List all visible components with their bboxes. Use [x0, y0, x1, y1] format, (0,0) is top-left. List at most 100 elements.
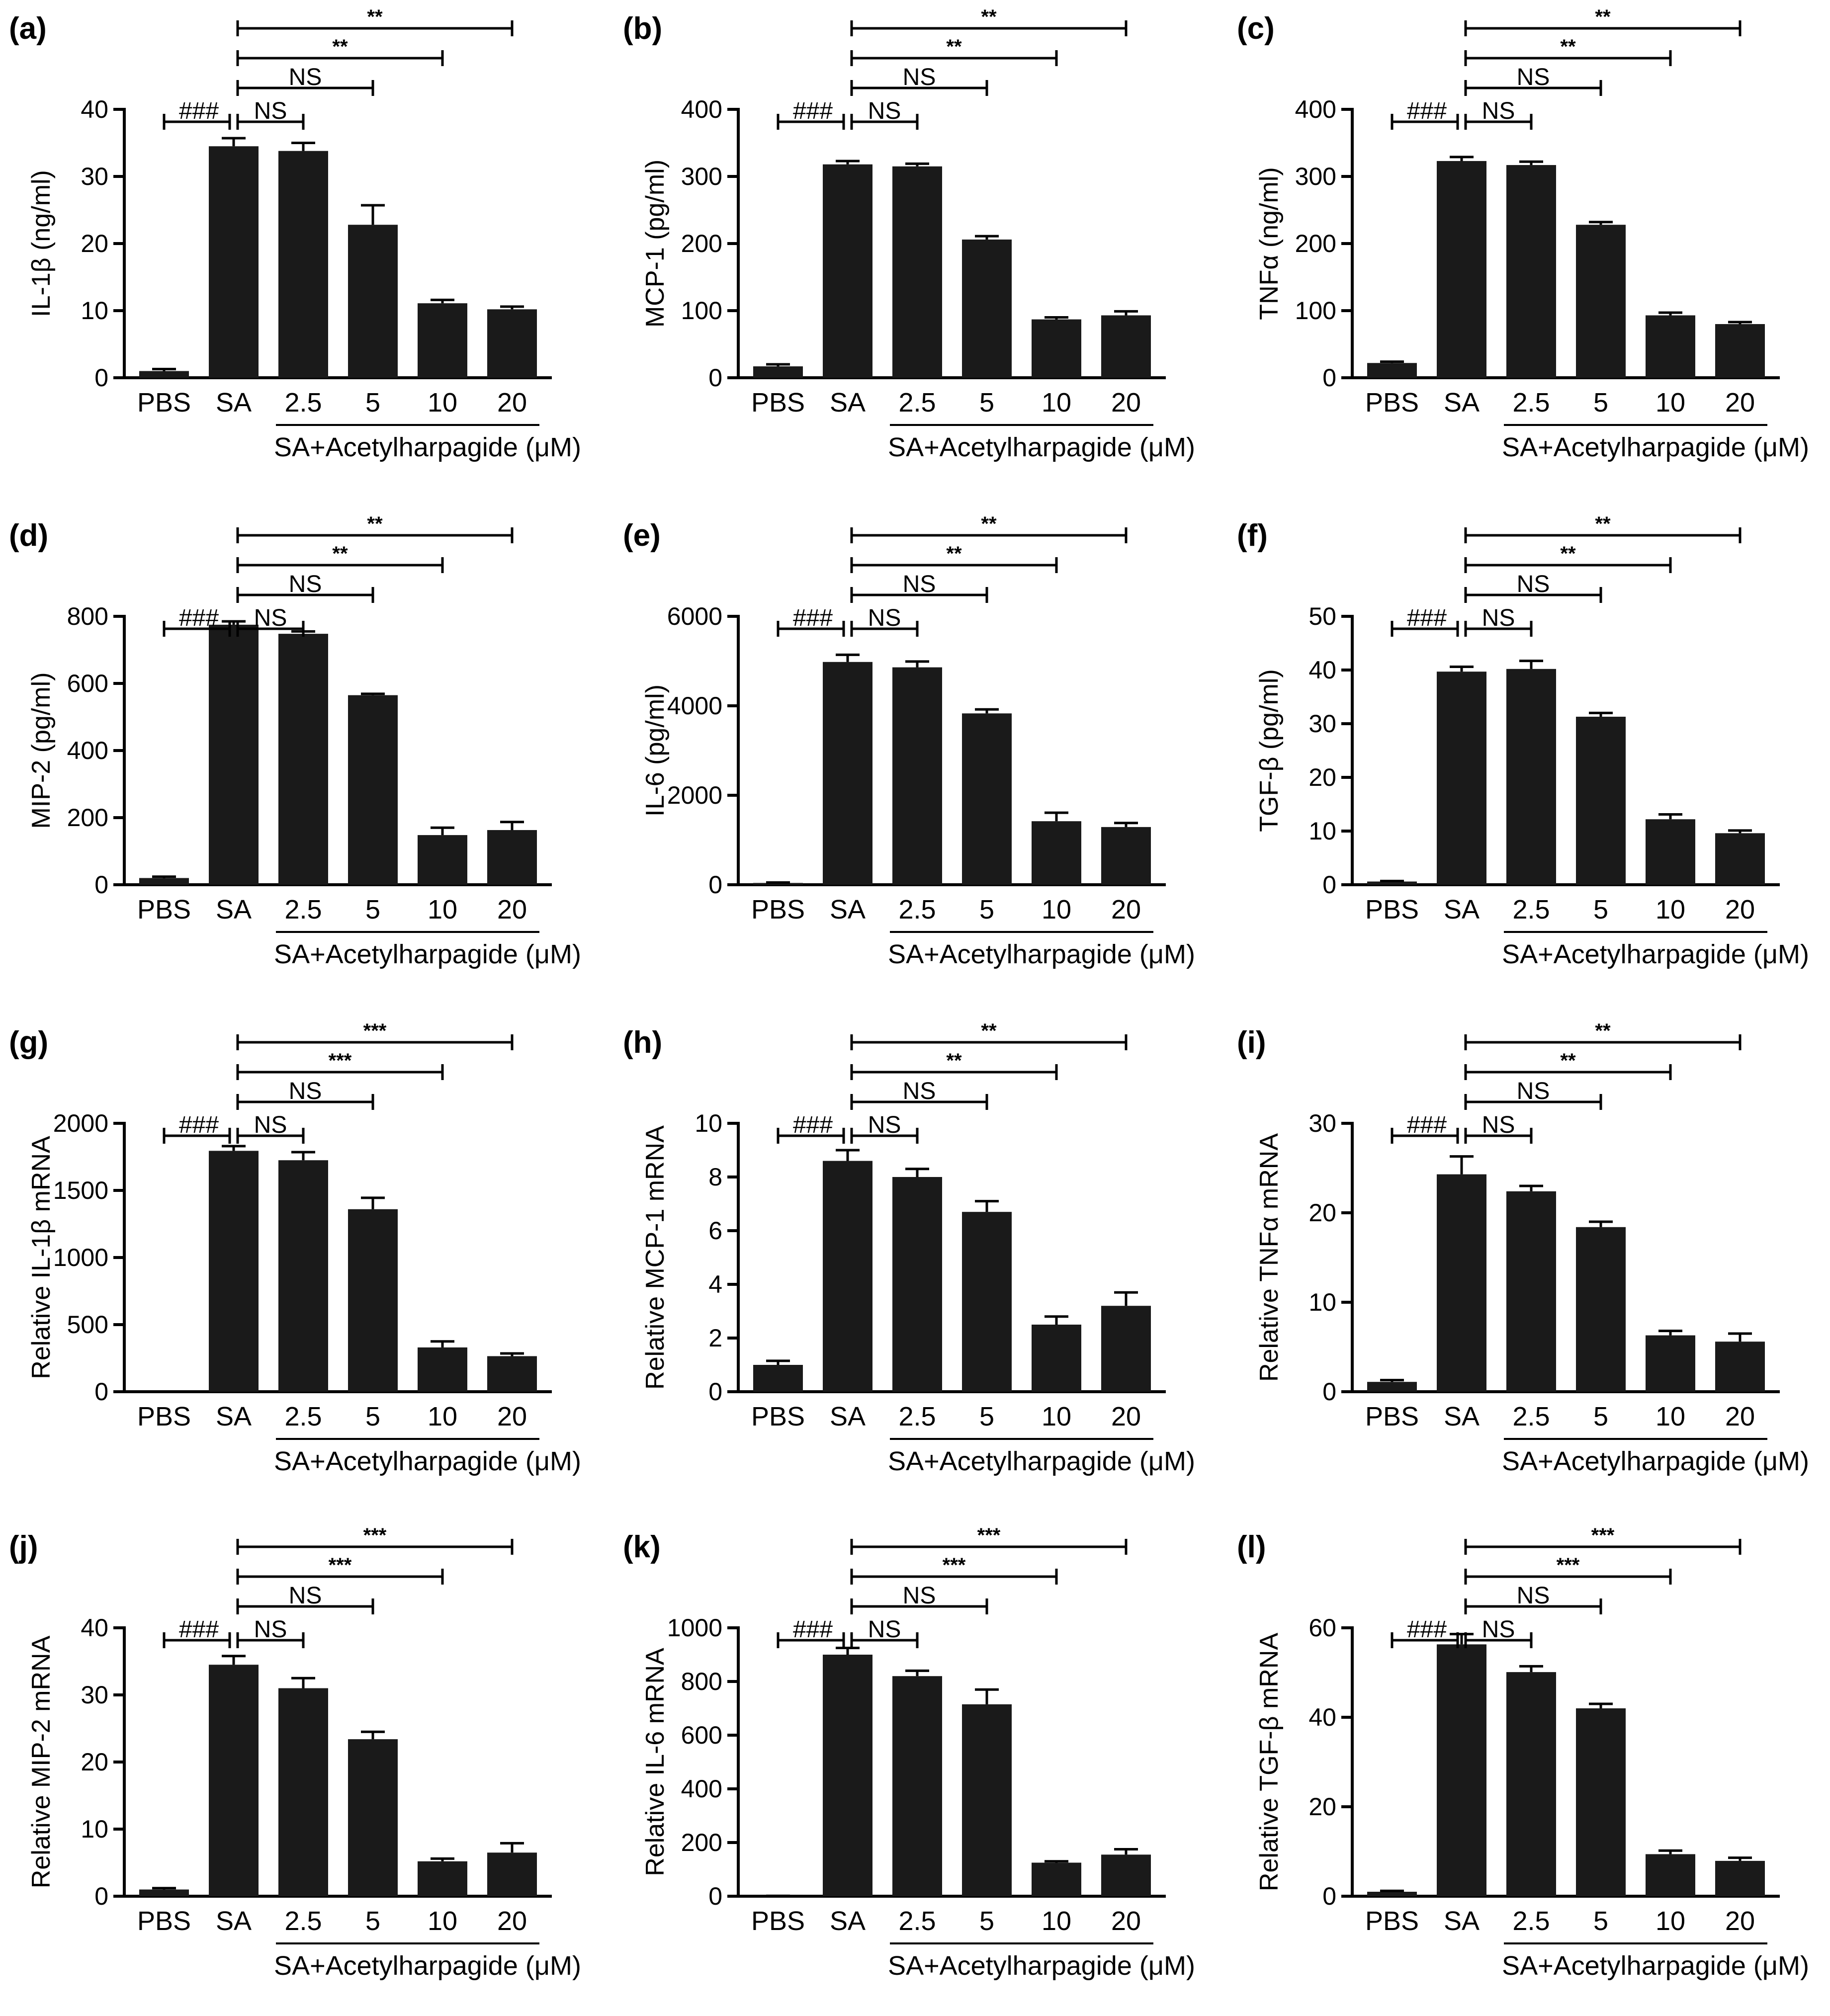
x-tick-label: SA — [216, 895, 252, 924]
y-tick-label: 600 — [681, 1721, 722, 1749]
sig-label: NS — [1517, 64, 1550, 90]
x-axis-label: SA+Acetylharpagide (μM) — [888, 1951, 1195, 1981]
bar-5 — [962, 1212, 1012, 1392]
y-tick-label: 1500 — [53, 1176, 108, 1204]
bar-5 — [962, 239, 1012, 378]
sig-label: *** — [329, 1554, 352, 1576]
y-tick-label: 200 — [67, 804, 108, 832]
x-tick-label: SA — [1444, 1906, 1480, 1936]
sig-label: ** — [981, 513, 997, 535]
sig-label: NS — [1482, 605, 1515, 631]
x-tick-label: 10 — [1656, 1402, 1685, 1431]
x-tick-label: PBS — [1365, 895, 1419, 924]
x-axis-label: SA+Acetylharpagide (μM) — [274, 939, 581, 969]
x-tick-label: 20 — [1725, 895, 1755, 924]
y-tick-label: 2 — [708, 1324, 722, 1352]
y-tick-label: 40 — [81, 95, 108, 123]
sig-label: NS — [868, 1112, 901, 1138]
y-tick-label: 60 — [1308, 1614, 1336, 1642]
panel-a: (a) 0 10 20 30 40 IL-1β (ng/ml) PBS SA 2.5 5 10 20 SA… — [9, 6, 581, 462]
bar-PBS — [139, 371, 189, 378]
bar-PBS — [753, 883, 803, 885]
x-tick-label: 20 — [1111, 388, 1141, 418]
bar-PBS — [1367, 1382, 1417, 1392]
x-tick-label: PBS — [1365, 1906, 1419, 1936]
x-tick-label: 5 — [1593, 895, 1608, 924]
y-tick-label: 0 — [1322, 1378, 1336, 1406]
panel-c: (c) 0 100 200 300 400 TNFα (ng/ml) PBS SA 2.5 5 10 2… — [1237, 6, 1809, 462]
x-tick-label: SA — [1444, 895, 1480, 924]
sig-label: *** — [943, 1554, 966, 1576]
bar-10 — [1646, 1854, 1695, 1896]
y-axis-label: Relative IL-1β mRNA — [27, 1136, 56, 1379]
bar-2.5 — [892, 667, 942, 885]
x-tick-label: 20 — [1111, 895, 1141, 924]
sig-label: NS — [254, 1112, 287, 1138]
sig-label: NS — [868, 605, 901, 631]
panel-f: (f) 0 10 20 30 40 50 TGF-β (pg/ml) PBS SA 2.5 5 10 20… — [1237, 513, 1809, 969]
bar-10 — [418, 835, 467, 885]
sig-label-hash: ### — [1407, 1112, 1447, 1138]
sig-label: ** — [946, 1050, 962, 1072]
y-tick-label: 0 — [1322, 364, 1336, 392]
x-tick-label: 5 — [1593, 1906, 1608, 1936]
sig-label: NS — [868, 98, 901, 124]
y-tick-label: 1000 — [667, 1614, 722, 1642]
x-tick-label: 2.5 — [1512, 388, 1550, 418]
bar-2.5 — [892, 1676, 942, 1896]
sig-label: NS — [254, 605, 287, 631]
panel-l: (l) 0 20 40 60 Relative TGF-β mRNA PBS SA 2.5 5 10… — [1237, 1524, 1809, 1981]
sig-label: NS — [1482, 1616, 1515, 1643]
sig-label: *** — [329, 1050, 352, 1072]
sig-label: ** — [332, 36, 348, 58]
x-tick-label: 20 — [1725, 388, 1755, 418]
x-tick-label: 20 — [1725, 1402, 1755, 1431]
panel-b: (b) 0 100 200 300 400 MCP-1 (pg/ml) PBS SA 2.5 5 10… — [623, 6, 1195, 462]
sig-label-hash: ### — [793, 1616, 833, 1643]
y-tick-label: 2000 — [53, 1109, 108, 1137]
panel-letter: (a) — [9, 11, 47, 46]
sig-label: NS — [289, 571, 322, 597]
x-tick-label: 5 — [365, 1402, 380, 1431]
sig-label-hash: ### — [179, 98, 219, 124]
sig-label: ** — [946, 543, 962, 565]
sig-label: NS — [1517, 1583, 1550, 1609]
sig-label: NS — [868, 1616, 901, 1643]
bar-PBS — [139, 1889, 189, 1896]
panel-letter: (h) — [623, 1025, 662, 1060]
y-axis-label: IL-1β (ng/ml) — [27, 170, 56, 317]
y-tick-label: 4 — [708, 1270, 722, 1298]
bar-SA — [823, 1655, 872, 1896]
x-tick-label: SA — [830, 388, 866, 418]
bar-SA — [209, 1151, 259, 1392]
x-tick-label: 5 — [1593, 1402, 1608, 1431]
bar-20 — [1715, 833, 1765, 885]
sig-label: ** — [1560, 36, 1576, 58]
bar-10 — [1032, 1862, 1081, 1896]
x-tick-label: SA — [1444, 388, 1480, 418]
sig-label: ** — [1595, 6, 1611, 28]
y-axis-label: Relative IL-6 mRNA — [641, 1648, 670, 1876]
sig-label: NS — [903, 1078, 936, 1104]
x-tick-label: PBS — [751, 1402, 805, 1431]
x-tick-label: 2.5 — [898, 1906, 936, 1936]
y-tick-label: 4000 — [667, 692, 722, 720]
x-tick-label: SA — [1444, 1402, 1480, 1431]
x-tick-label: 10 — [428, 1906, 457, 1936]
x-tick-label: 5 — [365, 895, 380, 924]
y-tick-label: 10 — [1308, 817, 1336, 845]
x-tick-label: 2.5 — [284, 1402, 322, 1431]
sig-label-hash: ### — [793, 605, 833, 631]
sig-label: NS — [903, 64, 936, 90]
bar-2.5 — [892, 166, 942, 378]
panel-letter: (l) — [1237, 1530, 1266, 1564]
bar-SA — [1437, 161, 1486, 378]
x-tick-label: 5 — [1593, 388, 1608, 418]
bar-2.5 — [278, 1688, 328, 1896]
y-tick-label: 600 — [67, 670, 108, 697]
x-tick-label: SA — [216, 1402, 252, 1431]
bar-5 — [1576, 1708, 1626, 1896]
x-tick-label: 5 — [979, 1402, 994, 1431]
bar-2.5 — [892, 1177, 942, 1392]
bar-20 — [1101, 315, 1151, 378]
